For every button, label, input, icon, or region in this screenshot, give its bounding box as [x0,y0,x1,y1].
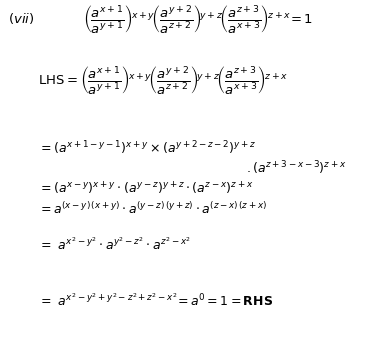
Text: $= \ a^{x^2-y^2} \cdot a^{y^2-z^2} \cdot a^{z^2-x^2}$: $= \ a^{x^2-y^2} \cdot a^{y^2-z^2} \cdot… [38,236,191,253]
Text: $= (a^{x-y})^{x+y} \cdot (a^{y-z})^{y+z} \cdot (a^{z-x})^{z+x}$: $= (a^{x-y})^{x+y} \cdot (a^{y-z})^{y+z}… [38,181,253,197]
Text: $= a^{(x-y)\,(x+y)} \cdot a^{(y-z)\,(y+z)} \cdot a^{(z-x)\,(z+x)}$: $= a^{(x-y)\,(x+y)} \cdot a^{(y-z)\,(y+z… [38,201,267,217]
Text: $= \ a^{x^2-y^2+y^2-z^2+z^2-x^2} \!= a^0 = 1 = \mathbf{RHS}$: $= \ a^{x^2-y^2+y^2-z^2+z^2-x^2} \!= a^0… [38,292,273,309]
Text: $(vii)$: $(vii)$ [8,11,34,26]
Text: $= (a^{x+1-y-1})^{x+y} \times (a^{y+2-z-2})^{y+z}$: $= (a^{x+1-y-1})^{x+y} \times (a^{y+2-z-… [38,139,256,157]
Text: $.(a^{z+3-x-3})^{z+x}$: $.(a^{z+3-x-3})^{z+x}$ [246,159,346,177]
Text: $\left(\dfrac{a^{x+1}}{a^{y+1}}\right)^{\!x+y}\!\left(\dfrac{a^{y+2}}{a^{z+2}}\r: $\left(\dfrac{a^{x+1}}{a^{y+1}}\right)^{… [83,3,313,35]
Text: $\mathrm{LHS} = \left(\dfrac{a^{x+1}}{a^{y+1}}\right)^{\!x+y}\!\left(\dfrac{a^{y: $\mathrm{LHS} = \left(\dfrac{a^{x+1}}{a^… [38,64,288,96]
